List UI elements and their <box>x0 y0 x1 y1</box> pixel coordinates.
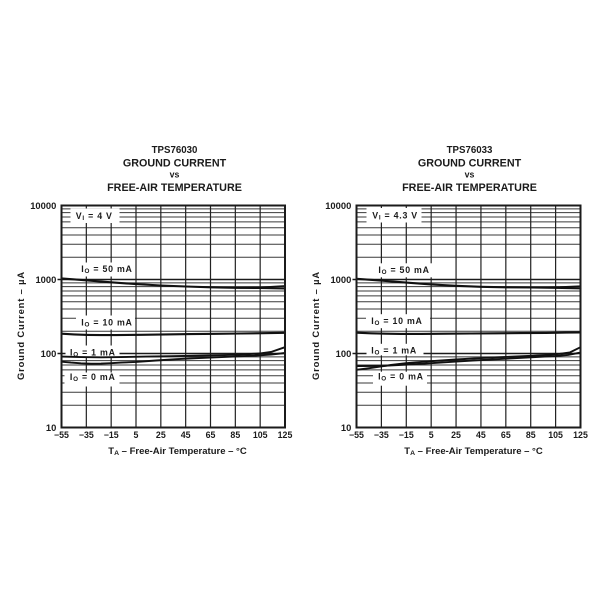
svg-text:5: 5 <box>134 430 139 440</box>
svg-text:5: 5 <box>429 430 434 440</box>
svg-text:GROUND CURRENT: GROUND CURRENT <box>123 157 227 169</box>
svg-text:−15: −15 <box>399 430 414 440</box>
svg-text:IO = 10 mA: IO = 10 mA <box>371 316 422 327</box>
svg-text:−35: −35 <box>374 430 389 440</box>
svg-text:85: 85 <box>526 430 536 440</box>
svg-text:IO = 1 mA: IO = 1 mA <box>70 347 116 358</box>
svg-text:vs: vs <box>465 169 475 179</box>
svg-text:45: 45 <box>181 430 191 440</box>
svg-text:IO = 0 mA: IO = 0 mA <box>378 371 424 382</box>
svg-text:TA – Free-Air Temperature – °C: TA – Free-Air Temperature – °C <box>108 446 247 457</box>
svg-text:10000: 10000 <box>325 200 351 211</box>
svg-text:1000: 1000 <box>330 274 351 285</box>
svg-text:10000: 10000 <box>30 200 56 211</box>
svg-text:Ground Current – µA: Ground Current – µA <box>310 271 321 380</box>
svg-text:45: 45 <box>476 430 486 440</box>
svg-text:VI = 4 V: VI = 4 V <box>76 211 113 222</box>
svg-text:−55: −55 <box>349 430 364 440</box>
svg-text:vs: vs <box>170 169 180 179</box>
svg-text:100: 100 <box>41 348 57 359</box>
svg-text:FREE-AIR TEMPERATURE: FREE-AIR TEMPERATURE <box>107 182 242 194</box>
svg-text:100: 100 <box>336 348 352 359</box>
svg-text:25: 25 <box>451 430 461 440</box>
svg-text:105: 105 <box>253 430 268 440</box>
svg-text:IO = 0 mA: IO = 0 mA <box>70 372 116 383</box>
svg-text:Ground Current – µA: Ground Current – µA <box>15 271 26 380</box>
svg-text:−35: −35 <box>79 430 94 440</box>
svg-text:25: 25 <box>156 430 166 440</box>
svg-text:1000: 1000 <box>35 274 56 285</box>
svg-text:−55: −55 <box>54 430 69 440</box>
svg-text:10: 10 <box>341 422 351 433</box>
svg-text:65: 65 <box>501 430 511 440</box>
svg-text:TPS76033: TPS76033 <box>447 145 493 156</box>
svg-text:65: 65 <box>206 430 216 440</box>
svg-text:FREE-AIR TEMPERATURE: FREE-AIR TEMPERATURE <box>402 182 537 194</box>
svg-text:85: 85 <box>230 430 240 440</box>
svg-text:IO = 10 mA: IO = 10 mA <box>81 317 132 328</box>
svg-text:125: 125 <box>278 430 293 440</box>
svg-text:IO = 1 mA: IO = 1 mA <box>371 346 417 357</box>
svg-text:125: 125 <box>573 430 588 440</box>
svg-text:GROUND CURRENT: GROUND CURRENT <box>418 157 522 169</box>
svg-text:10: 10 <box>46 422 56 433</box>
svg-text:IO = 50 mA: IO = 50 mA <box>81 264 132 275</box>
svg-text:VI = 4.3 V: VI = 4.3 V <box>372 211 418 222</box>
svg-text:TA – Free-Air Temperature – °C: TA – Free-Air Temperature – °C <box>404 446 543 457</box>
svg-text:TPS76030: TPS76030 <box>152 145 198 156</box>
svg-text:IO = 50 mA: IO = 50 mA <box>378 265 429 276</box>
svg-text:105: 105 <box>548 430 563 440</box>
svg-text:−15: −15 <box>104 430 119 440</box>
